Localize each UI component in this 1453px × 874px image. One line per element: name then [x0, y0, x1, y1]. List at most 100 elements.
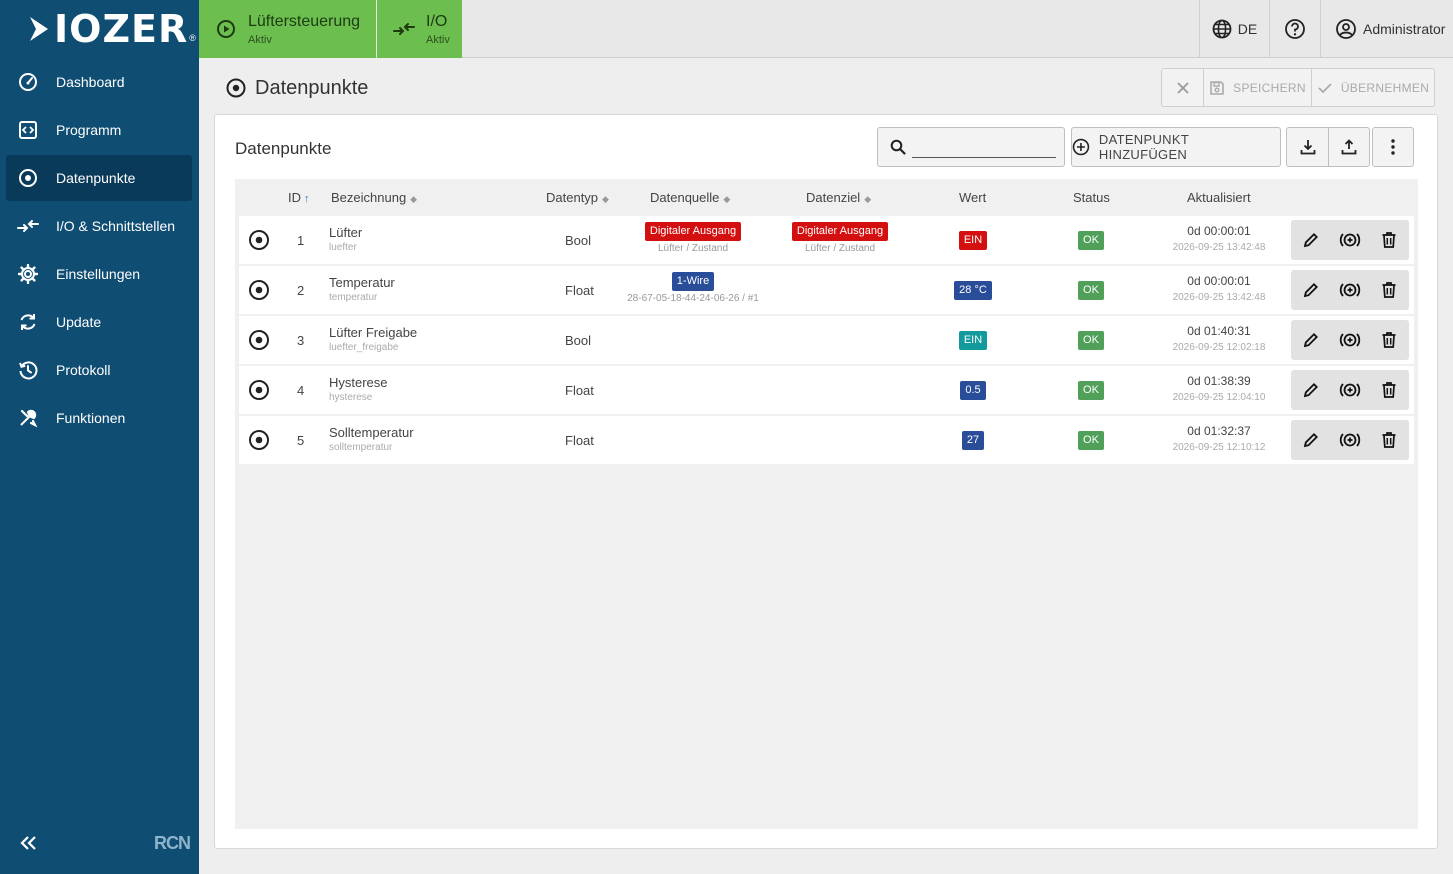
- app-tab-status: Aktiv: [248, 33, 272, 46]
- check-icon: [1318, 82, 1332, 93]
- more-options-button[interactable]: [1372, 127, 1414, 167]
- row-name-cell: Lüfter luefter: [329, 225, 362, 253]
- row-actions: [1291, 320, 1409, 360]
- delete-button[interactable]: [1369, 220, 1408, 260]
- history-icon: [17, 359, 39, 381]
- brand-logo[interactable]: IOZER ®: [30, 7, 196, 51]
- sidebar-item-datenpunkte[interactable]: Datenpunkte: [6, 155, 192, 201]
- sidebar-item-protokoll[interactable]: Protokoll: [6, 347, 192, 393]
- table-row[interactable]: 4 Hysterese hysterese Float 0.5 OK 0d 01…: [239, 366, 1414, 414]
- help-button[interactable]: [1269, 0, 1320, 58]
- table-row[interactable]: 5 Solltemperatur solltemperatur Float 27…: [239, 416, 1414, 464]
- page-title: Datenpunkte: [255, 76, 369, 99]
- close-button[interactable]: [1162, 69, 1203, 106]
- add-to-program-button[interactable]: [1330, 220, 1369, 260]
- import-export-group: [1286, 127, 1370, 167]
- sidebar-item-label: Funktionen: [56, 410, 126, 426]
- add-to-program-button[interactable]: [1330, 320, 1369, 360]
- delete-button[interactable]: [1369, 420, 1408, 460]
- column-header-name[interactable]: Bezeichnung ◆: [331, 190, 417, 205]
- row-id: 2: [297, 283, 305, 298]
- sidebar-item-dashboard[interactable]: Dashboard: [6, 59, 192, 105]
- updated-age: 0d 01:32:37: [1187, 424, 1251, 438]
- code-icon: [17, 119, 39, 141]
- source-detail: 28-67-05-18-44-24-06-26 / #1: [627, 293, 759, 304]
- delete-button[interactable]: [1369, 370, 1408, 410]
- add-to-program-button[interactable]: [1330, 370, 1369, 410]
- edit-button[interactable]: [1291, 220, 1330, 260]
- row-status-cell: OK: [1051, 381, 1131, 400]
- target-detail: Lüfter / Zustand: [804, 243, 876, 254]
- edit-button[interactable]: [1291, 370, 1330, 410]
- search-box[interactable]: [877, 127, 1065, 167]
- edit-button[interactable]: [1291, 320, 1330, 360]
- column-header-label: Bezeichnung: [331, 190, 407, 205]
- row-key: luefter_freigabe: [329, 342, 399, 353]
- sidebar-item-funktionen[interactable]: Funktionen: [6, 395, 192, 441]
- collapse-sidebar-button[interactable]: [18, 832, 40, 854]
- save-button[interactable]: SPEICHERN: [1203, 69, 1311, 106]
- sidebar-item-io[interactable]: I/O & Schnittstellen: [6, 203, 192, 249]
- datapoints-card: Datenpunkte DATENPUNKT HINZUFÜGEN ID ↑ Be…: [214, 114, 1438, 849]
- language-selector[interactable]: DE: [1199, 0, 1269, 58]
- row-key: temperatur: [329, 292, 378, 303]
- row-value-cell: 27: [933, 431, 1013, 450]
- edit-button[interactable]: [1291, 270, 1330, 310]
- apply-button[interactable]: ÜBERNEHMEN: [1311, 69, 1434, 106]
- row-actions: [1291, 270, 1409, 310]
- row-value-cell: EIN: [933, 331, 1013, 350]
- updated-timestamp: 2026-09-25 13:42:48: [1172, 292, 1266, 303]
- delete-button[interactable]: [1369, 320, 1408, 360]
- app-tab-io[interactable]: I/O Aktiv: [377, 0, 462, 58]
- card-title: Datenpunkte: [235, 139, 332, 158]
- sidebar-item-einstellungen[interactable]: Einstellungen: [6, 251, 192, 297]
- sidebar-item-update[interactable]: Update: [6, 299, 192, 345]
- top-bar: Lüftersteuerung Aktiv I/O Aktiv DE Admin…: [199, 0, 1453, 58]
- row-updated-cell: 0d 01:38:39 2026-09-25 12:04:10: [1159, 374, 1279, 403]
- updated-age: 0d 01:40:31: [1187, 324, 1251, 338]
- column-header-label: ID: [288, 190, 301, 205]
- value-badge: 0.5: [960, 381, 986, 400]
- sidebar-item-label: I/O & Schnittstellen: [56, 218, 176, 234]
- download-button[interactable]: [1287, 128, 1328, 166]
- row-id: 1: [297, 233, 305, 248]
- search-input[interactable]: [912, 136, 1056, 158]
- row-status-cell: OK: [1051, 231, 1131, 250]
- logo-text: IOZER: [54, 7, 189, 51]
- row-actions: [1291, 220, 1409, 260]
- upload-button[interactable]: [1328, 128, 1369, 166]
- column-header-label: Aktualisiert: [1187, 190, 1251, 205]
- sort-icon: ◆: [723, 194, 731, 204]
- user-menu[interactable]: Administrator: [1320, 0, 1453, 58]
- edit-button[interactable]: [1291, 420, 1330, 460]
- gear-icon: [17, 263, 39, 285]
- row-type: Float: [565, 283, 594, 298]
- table-row[interactable]: 1 Lüfter luefter Bool Digitaler Ausgang …: [239, 216, 1414, 264]
- table-row[interactable]: 3 Lüfter Freigabe luefter_freigabe Bool …: [239, 316, 1414, 364]
- add-to-program-button[interactable]: [1330, 420, 1369, 460]
- table-row[interactable]: 2 Temperatur temperatur Float 1-Wire 28-…: [239, 266, 1414, 314]
- column-header-id[interactable]: ID ↑: [288, 190, 310, 205]
- sidebar-item-programm[interactable]: Programm: [6, 107, 192, 153]
- column-header-target[interactable]: Datenziel ◆: [806, 190, 871, 205]
- row-type: Bool: [565, 333, 592, 348]
- add-datapoint-button[interactable]: DATENPUNKT HINZUFÜGEN: [1071, 127, 1281, 167]
- updated-timestamp: 2026-09-25 13:42:48: [1172, 242, 1266, 253]
- row-name-cell: Temperatur temperatur: [329, 275, 395, 303]
- column-header-source[interactable]: Datenquelle ◆: [650, 190, 730, 205]
- status-badge: OK: [1078, 281, 1104, 300]
- updated-age: 0d 01:38:39: [1187, 374, 1251, 388]
- sidebar-item-label: Datenpunkte: [56, 170, 136, 186]
- pencil-icon: [1303, 283, 1318, 298]
- column-header-type[interactable]: Datentyp ◆: [546, 190, 609, 205]
- add-to-program-button[interactable]: [1330, 270, 1369, 310]
- sidebar-item-label: Einstellungen: [56, 266, 141, 282]
- floppy-icon: [1210, 80, 1224, 95]
- updated-age: 0d 00:00:01: [1187, 224, 1251, 238]
- app-tab-status: Aktiv: [426, 33, 450, 46]
- play-circle-icon: [215, 18, 237, 40]
- app-tab-lueftersteuerung[interactable]: Lüftersteuerung Aktiv: [199, 0, 376, 58]
- row-type: Bool: [565, 233, 592, 248]
- trash-icon: [1382, 432, 1395, 448]
- delete-button[interactable]: [1369, 270, 1408, 310]
